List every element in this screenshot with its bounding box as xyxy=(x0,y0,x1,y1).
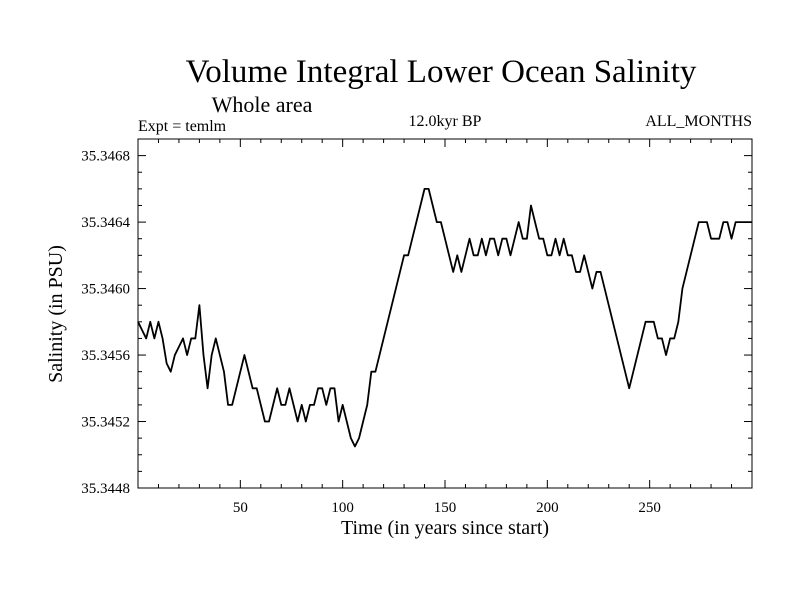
y-tick-label: 35.3452 xyxy=(81,415,130,431)
x-axis-label: Time (in years since start) xyxy=(341,517,549,539)
plot-frame xyxy=(137,138,753,489)
y-tick-label: 35.3464 xyxy=(81,215,130,231)
chart-subtitle: Whole area xyxy=(212,92,313,117)
months-label: ALL_MONTHS xyxy=(645,113,752,130)
chart-title: Volume Integral Lower Ocean Salinity xyxy=(186,54,697,90)
x-tick-label: 250 xyxy=(638,500,661,516)
y-tick-label: 35.3456 xyxy=(81,348,130,364)
salinity-series-line xyxy=(137,187,752,448)
period-label: 12.0kyr BP xyxy=(409,113,482,130)
y-axis-ticks: 35.3448 35.3452 35.3456 35.3460 35.3464 35.34… xyxy=(81,149,752,497)
y-tick-label: 35.3460 xyxy=(81,282,130,298)
y-tick-label: 35.3468 xyxy=(81,149,130,165)
x-tick-label: 200 xyxy=(536,500,559,516)
y-tick-label: 35.3448 xyxy=(81,481,130,497)
x-tick-label: 150 xyxy=(434,500,457,516)
x-tick-label: 50 xyxy=(233,500,248,516)
y-axis-label: Salinity (in PSU) xyxy=(45,245,67,383)
experiment-label: Expt = temlm xyxy=(138,118,227,135)
x-axis-ticks: 50 100 150 200 250 xyxy=(157,139,733,516)
x-tick-label: 100 xyxy=(331,500,354,516)
